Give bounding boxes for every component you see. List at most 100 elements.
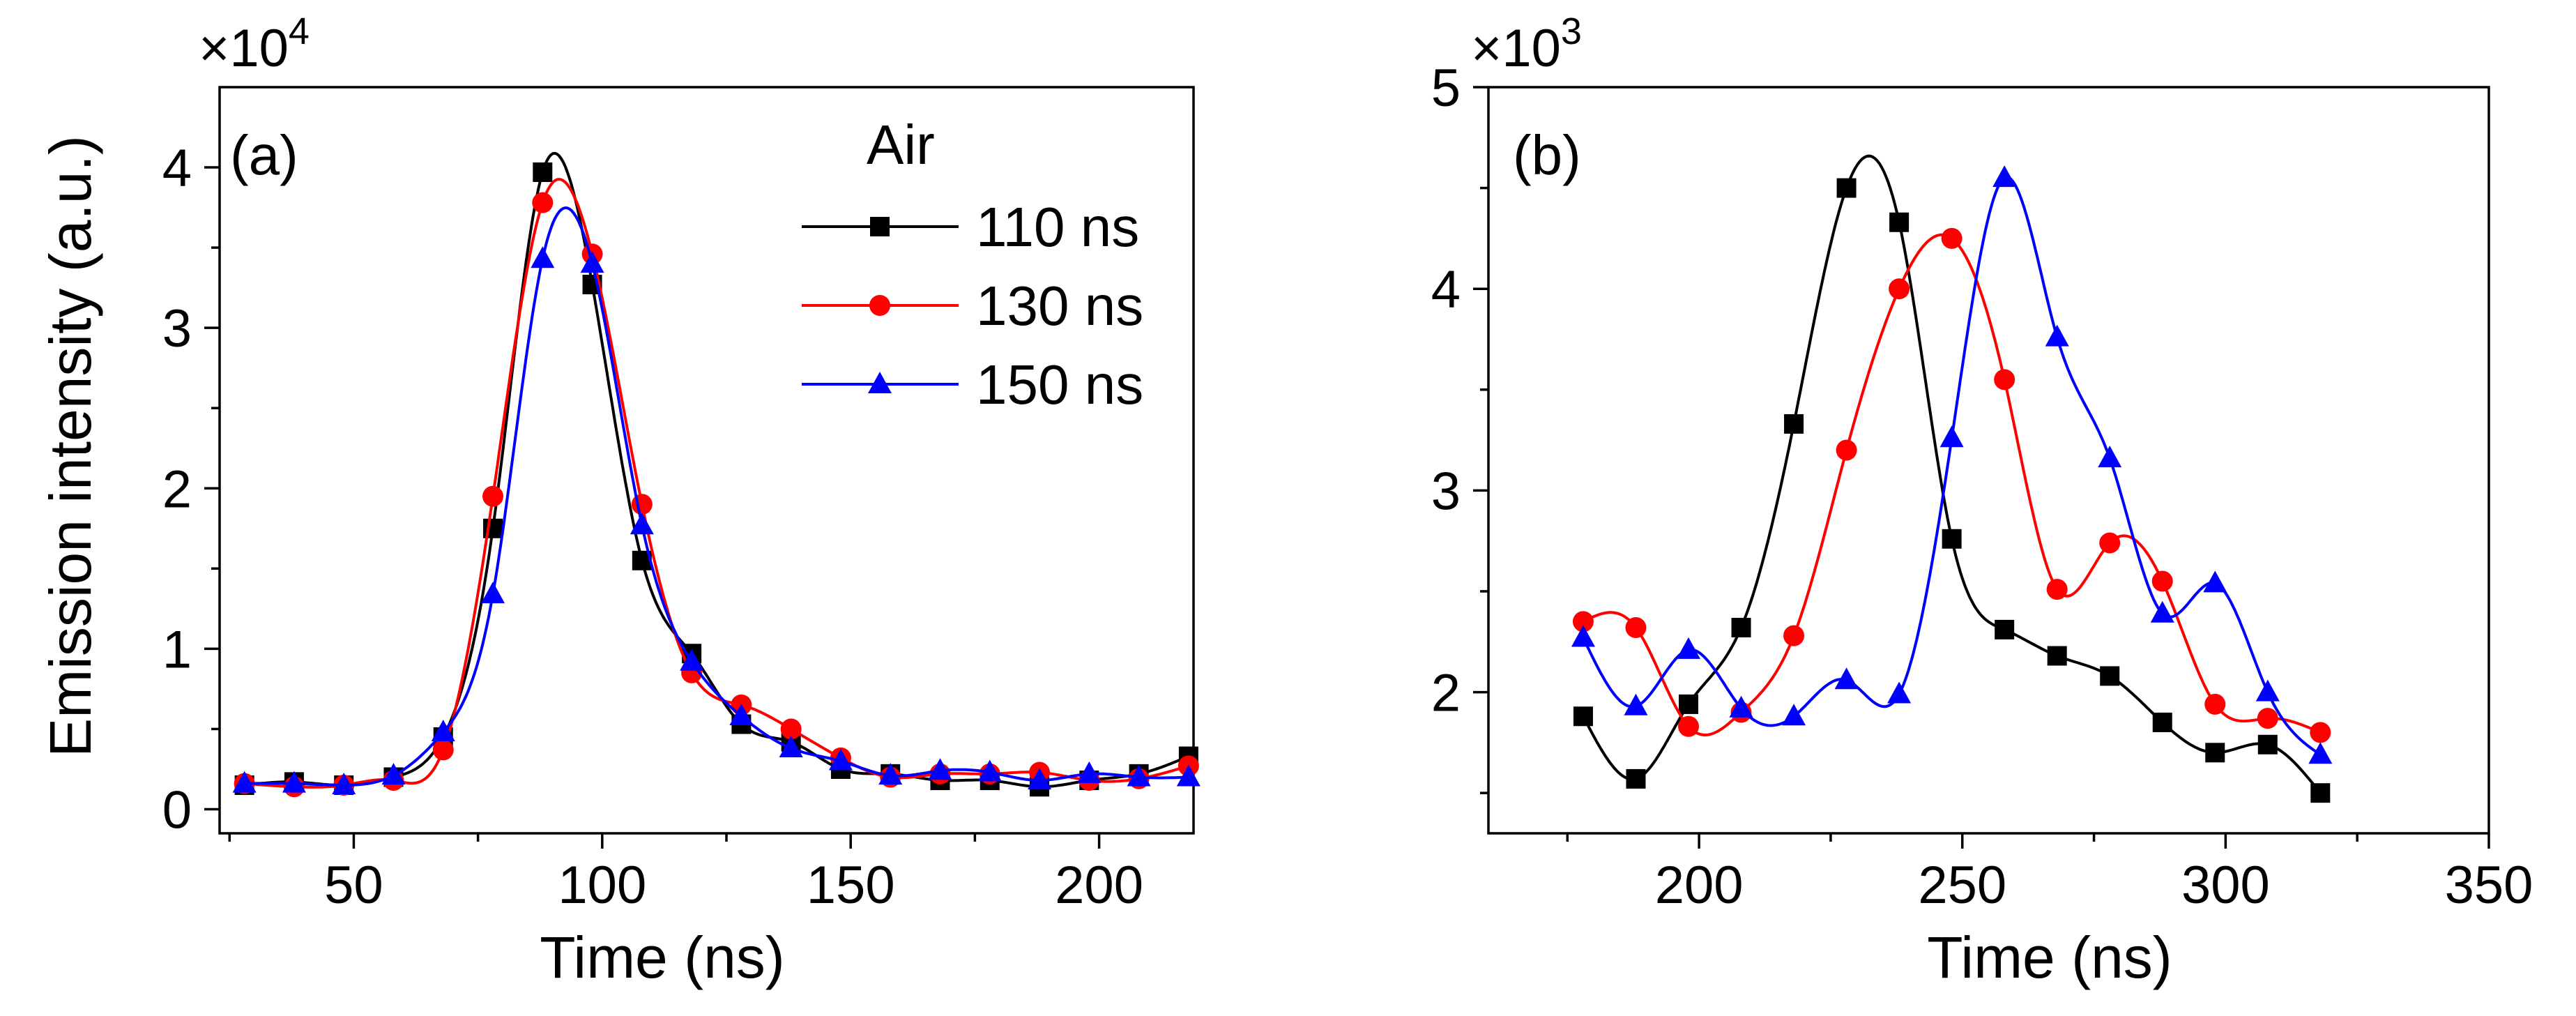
point-b-150-ns-198	[1677, 637, 1700, 659]
x-tick-label-a-100: 100	[558, 856, 646, 915]
point-a-150-ns-98	[580, 251, 604, 273]
x-tick-label-a-200: 200	[1055, 856, 1143, 915]
point-a-150-ns-48	[332, 772, 356, 794]
point-b-150-ns-178	[1571, 625, 1595, 647]
legend-item-110-ns: 110 ns	[802, 196, 1139, 258]
y-tick-label-a-1: 1	[162, 620, 192, 679]
series-line-a-150-ns	[244, 206, 1189, 787]
point-a-130-ns-88	[532, 192, 554, 213]
point-a-150-ns-148	[828, 748, 853, 771]
y-tick-label-a-2: 2	[162, 460, 192, 519]
point-a-150-ns-128	[729, 704, 754, 726]
x-tick-label-b-350: 350	[2445, 856, 2533, 915]
y-tick-label-a-4: 4	[162, 139, 192, 198]
point-a-110-ns-88	[533, 162, 553, 182]
x-axis-label-b: Time (ns)	[1927, 925, 2172, 990]
point-b-150-ns-298	[2203, 570, 2227, 593]
x-tick-label-b-250: 250	[1918, 856, 2006, 915]
series-group-b	[1571, 154, 2333, 803]
point-a-150-ns-178	[977, 759, 1002, 782]
point-b-130-ns-198	[1678, 715, 1699, 737]
legend-label-150-ns: 150 ns	[976, 354, 1143, 416]
multiplier-exponent-b: 3	[1561, 10, 1582, 52]
point-b-130-ns-178	[1572, 611, 1594, 632]
point-b-130-ns-278	[2099, 532, 2121, 554]
point-b-130-ns-188	[1625, 617, 1647, 639]
point-a-150-ns-28	[232, 771, 257, 793]
legend-marker-130-ns	[869, 295, 890, 316]
y-tick-label-b-2: 2	[1431, 664, 1461, 723]
y-tick-label-a-0: 0	[162, 780, 192, 840]
point-a-150-ns-198	[1077, 761, 1102, 783]
point-b-150-ns-228	[1834, 667, 1859, 690]
point-a-130-ns-138	[780, 718, 802, 740]
point-a-130-ns-78	[482, 485, 504, 507]
legend-items: 110 ns 130 ns 150 ns	[802, 196, 1143, 416]
point-a-150-ns-138	[779, 736, 803, 758]
x-tick-label-a-50: 50	[324, 856, 383, 915]
point-b-110-ns-258	[1995, 619, 2015, 639]
multiplier-exponent-a: 4	[289, 10, 310, 52]
point-a-150-ns-168	[928, 758, 952, 780]
point-b-150-ns-278	[2098, 446, 2122, 468]
point-b-110-ns-268	[2047, 646, 2067, 666]
point-b-110-ns-278	[2100, 666, 2120, 686]
point-b-110-ns-298	[2205, 743, 2225, 763]
point-a-150-ns-118	[680, 649, 704, 671]
legend: Air 110 ns 130 ns 150 ns	[802, 114, 1143, 416]
point-b-130-ns-268	[2046, 579, 2068, 600]
point-b-110-ns-208	[1731, 618, 1751, 638]
point-b-150-ns-258	[1992, 165, 2017, 188]
point-a-150-ns-38	[282, 771, 306, 793]
series-line-a-130-ns	[244, 177, 1189, 789]
point-b-110-ns-228	[1836, 178, 1857, 198]
series-b-130-ns	[1572, 227, 2331, 743]
point-a-150-ns-88	[531, 246, 555, 268]
point-b-150-ns-318	[2308, 742, 2333, 764]
point-b-110-ns-308	[2257, 734, 2278, 755]
point-a-150-ns-78	[481, 582, 505, 604]
point-b-150-ns-288	[2150, 600, 2174, 623]
y-tick-label-a-3: 3	[162, 299, 192, 358]
x-tick-label-b-300: 300	[2181, 856, 2270, 915]
legend-item-150-ns: 150 ns	[802, 354, 1143, 416]
panel-label-a: (a)	[230, 124, 298, 186]
point-b-130-ns-258	[1994, 369, 2015, 391]
series-a-130-ns	[234, 177, 1199, 798]
point-b-110-ns-318	[2310, 783, 2331, 803]
point-b-130-ns-288	[2151, 570, 2173, 592]
point-b-150-ns-208	[1729, 695, 1753, 718]
tick-labels-a: 50 100 150 200 0 1 2 3 4	[162, 139, 1143, 915]
point-b-150-ns-248	[1939, 425, 1964, 448]
legend-marker-150-ns	[868, 372, 892, 393]
point-b-150-ns-308	[2255, 679, 2280, 702]
point-a-150-ns-58	[381, 763, 406, 785]
legend-label-110-ns: 110 ns	[976, 196, 1139, 258]
point-b-110-ns-288	[2152, 712, 2172, 732]
x-tick-label-b-200: 200	[1655, 856, 1744, 915]
point-b-110-ns-188	[1626, 768, 1646, 789]
tick-labels-b: 200 250 300 350 2 3 4 5	[1431, 59, 2533, 915]
tick-group-b	[1473, 86, 2490, 849]
x-tick-label-a-150: 150	[807, 856, 895, 915]
series-b-110-ns	[1573, 154, 2331, 803]
point-b-130-ns-218	[1783, 625, 1805, 646]
y-tick-label-b-5: 5	[1431, 59, 1461, 118]
y-tick-label-b-3: 3	[1431, 462, 1461, 521]
x-axis-label-a: Time (ns)	[540, 925, 785, 990]
point-b-110-ns-238	[1889, 212, 1910, 232]
plot-frame-a	[218, 86, 1195, 835]
point-a-150-ns-218	[1176, 764, 1201, 787]
series-group-a	[232, 151, 1201, 798]
series-a-150-ns	[232, 206, 1201, 794]
series-line-b-130-ns	[1583, 233, 2322, 736]
point-b-130-ns-298	[2204, 693, 2226, 715]
point-a-150-ns-158	[878, 763, 903, 785]
point-a-130-ns-108	[631, 494, 653, 515]
point-b-150-ns-238	[1887, 681, 1912, 704]
point-b-130-ns-318	[2310, 722, 2331, 743]
panel-a: 50 100 150 200 0 1 2 3 4 (a) ×104 Time (ns) Emis…	[38, 10, 1201, 990]
point-a-130-ns-68	[432, 739, 454, 761]
legend-title: Air	[867, 114, 935, 176]
